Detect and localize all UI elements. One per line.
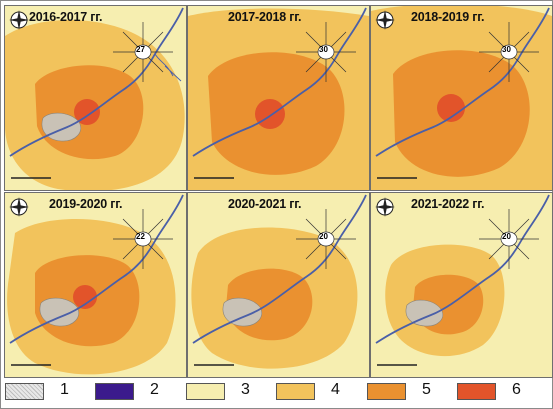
river [9,194,184,344]
map-graphic [371,193,552,377]
map-panel-2017-2018: 2017-2018 гг. 30 [187,5,370,191]
panel-title: 2019-2020 гг. [49,197,123,211]
wind-rose [479,22,539,82]
panel-title: 2018-2019 гг. [411,10,485,24]
city-area [222,297,262,327]
station-value: 20 [502,232,511,241]
legend-label: 4 [331,381,340,398]
map-graphic [5,193,186,377]
river [192,7,367,157]
station-value: 20 [319,232,328,241]
map-graphic [188,6,369,190]
wind-rose [296,209,356,269]
zone-6 [255,99,285,129]
map-panel-2016-2017: 2016-2017 гг. 27 [4,5,187,191]
river [375,194,550,344]
river [375,7,550,157]
wind-rose [113,209,173,269]
legend-label: 3 [241,381,250,398]
map-graphic [188,193,369,377]
legend-swatch [276,383,315,400]
map-panel-2019-2020: 2019-2020 гг. 22 [4,192,187,378]
station-value: 27 [136,45,145,54]
map-graphic [371,6,552,190]
city-area [39,297,79,327]
legend-swatch [367,383,406,400]
panel-title: 2017-2018 гг. [228,10,302,24]
river [9,7,184,157]
legend-swatch [95,383,134,400]
station-value: 22 [136,232,145,241]
compass-icon [9,197,29,217]
zone-6 [437,94,465,122]
panel-title: 2016-2017 гг. [29,10,103,24]
compass-icon [375,10,395,30]
station-value: 30 [502,45,511,54]
legend-swatch [186,383,225,400]
legend-label: 1 [60,381,69,398]
legend-label: 5 [422,381,431,398]
map-panel-2018-2019: 2018-2019 гг. 30 [370,5,553,191]
station-value: 30 [319,45,328,54]
map-panel-2021-2022: 2021-2022 гг. 20 [370,192,553,378]
legend-label: 6 [512,381,521,398]
legend-swatch [457,383,496,400]
compass-icon [375,197,395,217]
wind-rose [479,209,539,269]
legend-label: 2 [150,381,159,398]
panel-title: 2021-2022 гг. [411,197,485,211]
compass-icon [9,10,29,30]
wind-rose [113,22,173,82]
wind-rose [296,22,356,82]
map-graphic [5,6,186,190]
legend-swatch [5,383,44,400]
city-area [405,299,444,327]
river [192,194,367,344]
zone-6 [73,285,97,309]
zone-6 [74,99,100,125]
map-panel-2020-2021: 2020-2021 гг. 20 [187,192,370,378]
map-legend: 1 2 3 4 5 6 [5,379,550,405]
panel-title: 2020-2021 гг. [228,197,302,211]
